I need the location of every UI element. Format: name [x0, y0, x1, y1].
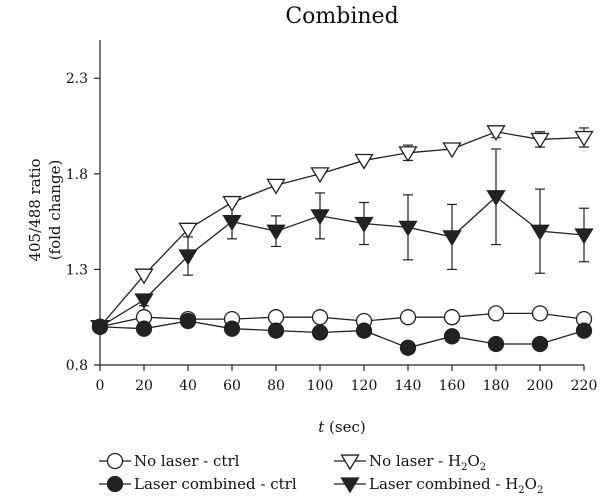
- data-point: [266, 224, 286, 241]
- series-2-line: [99, 320, 585, 349]
- data-point: [399, 339, 417, 356]
- data-point: [486, 190, 506, 207]
- series-3-line: [99, 131, 585, 328]
- y-tick-label: 1.8: [66, 167, 88, 183]
- data-point: [486, 125, 506, 142]
- data-point: [398, 220, 418, 237]
- y-axis-label: 405/488 ratio (fold change): [26, 158, 64, 261]
- data-point: [443, 328, 461, 345]
- x-tick-label: 80: [267, 378, 285, 394]
- data-point: [398, 146, 418, 163]
- data-point: [442, 230, 462, 247]
- series-1-markers: [91, 305, 593, 335]
- data-point: [530, 132, 550, 149]
- y-tick-label: 0.8: [66, 358, 88, 374]
- series-4: [99, 148, 589, 328]
- legend-label: Laser combined - H2O2: [369, 475, 543, 496]
- data-point: [179, 312, 197, 330]
- x-tick-label: 220: [571, 378, 598, 394]
- series-3-markers: [90, 125, 594, 337]
- data-point: [266, 178, 286, 195]
- data-point: [442, 142, 462, 159]
- legend-marker: [106, 475, 124, 493]
- x-tick-label: 20: [135, 378, 153, 394]
- legend-marker: [106, 452, 124, 470]
- legend-item-4: Laser combined - H2O2: [334, 475, 543, 496]
- series-2: [99, 320, 585, 349]
- data-point: [222, 215, 242, 231]
- data-point: [135, 320, 153, 337]
- data-point: [487, 305, 505, 322]
- legend: No laser - ctrl Laser combined - ctrl No l…: [99, 452, 543, 496]
- data-point: [134, 268, 154, 285]
- series-3: [99, 125, 589, 328]
- legend-label: No laser - ctrl: [134, 452, 240, 470]
- x-tick-label: 180: [483, 378, 510, 394]
- x-tick-label: 160: [439, 378, 466, 394]
- x-tick-label: 140: [395, 378, 422, 394]
- data-point: [354, 153, 374, 170]
- data-point: [311, 309, 329, 326]
- x-tick-label: 120: [351, 378, 378, 394]
- series-4-markers: [90, 190, 594, 337]
- legend-marker: [340, 454, 360, 471]
- data-point: [531, 305, 549, 322]
- y-tick-label: 2.3: [66, 71, 88, 87]
- legend-item-3: No laser - H2O2: [334, 452, 486, 473]
- data-point: [574, 130, 594, 147]
- plot-area: 0 20 40 60 80 100 120 140 160 180 200 220 0.8 1.3 1.8 2…: [26, 40, 597, 436]
- data-point: [487, 335, 505, 353]
- data-point: [222, 195, 242, 212]
- y-tick-label: 1.3: [66, 262, 88, 278]
- data-point: [531, 335, 549, 353]
- legend-marker: [340, 477, 360, 494]
- data-point: [574, 228, 594, 245]
- legend-item-2: Laser combined - ctrl: [99, 475, 297, 493]
- data-point: [575, 322, 593, 339]
- series-2-markers: [91, 312, 593, 356]
- x-axis-label: t (sec): [318, 418, 365, 436]
- data-point: [443, 309, 461, 326]
- data-point: [310, 167, 330, 184]
- chart-title: Combined: [285, 4, 398, 29]
- series-4-line: [99, 195, 585, 328]
- x-tick-label: 200: [527, 378, 554, 394]
- data-point: [223, 320, 241, 337]
- data-point: [90, 320, 110, 337]
- data-point: [178, 222, 198, 239]
- legend-label: Laser combined - ctrl: [134, 475, 297, 493]
- x-tick-label: 40: [179, 378, 197, 394]
- data-point: [399, 309, 417, 326]
- legend-item-1: No laser - ctrl: [99, 452, 240, 470]
- data-point: [355, 322, 373, 339]
- data-point: [311, 324, 329, 341]
- data-point: [530, 224, 550, 241]
- data-point: [310, 209, 330, 226]
- series-1: [99, 312, 585, 328]
- x-tick-label: 0: [96, 378, 105, 394]
- x-tick-label: 100: [307, 378, 334, 394]
- data-point: [267, 322, 285, 339]
- data-point: [134, 293, 154, 310]
- series-1-line: [99, 312, 585, 328]
- legend-label: No laser - H2O2: [369, 452, 486, 473]
- x-tick-label: 60: [223, 378, 241, 394]
- data-point: [178, 249, 198, 266]
- data-point: [354, 216, 374, 233]
